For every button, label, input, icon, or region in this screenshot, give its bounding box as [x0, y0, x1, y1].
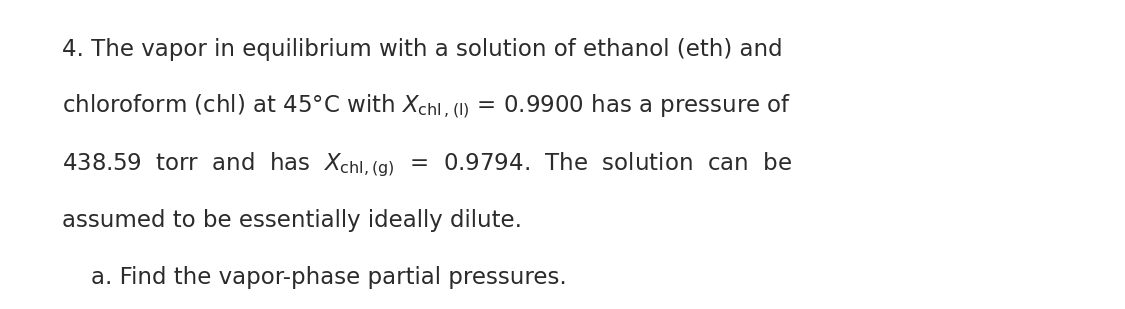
Text: chloroform (chl) at 45°C with $X_{\mathrm{chl\,,(l)}}$ = 0.9900 has a pressure o: chloroform (chl) at 45°C with $X_{\mathr…	[62, 92, 791, 121]
Text: a. Find the vapor-phase partial pressures.: a. Find the vapor-phase partial pressure…	[62, 266, 567, 289]
Text: 4. The vapor in equilibrium with a solution of ethanol (eth) and: 4. The vapor in equilibrium with a solut…	[62, 38, 783, 61]
Text: 438.59  torr  and  has  $X_{\mathrm{chl,(g)}}$  =  0.9794.  The  solution  can  : 438.59 torr and has $X_{\mathrm{chl,(g)}…	[62, 150, 792, 179]
Text: assumed to be essentially ideally dilute.: assumed to be essentially ideally dilute…	[62, 209, 522, 232]
